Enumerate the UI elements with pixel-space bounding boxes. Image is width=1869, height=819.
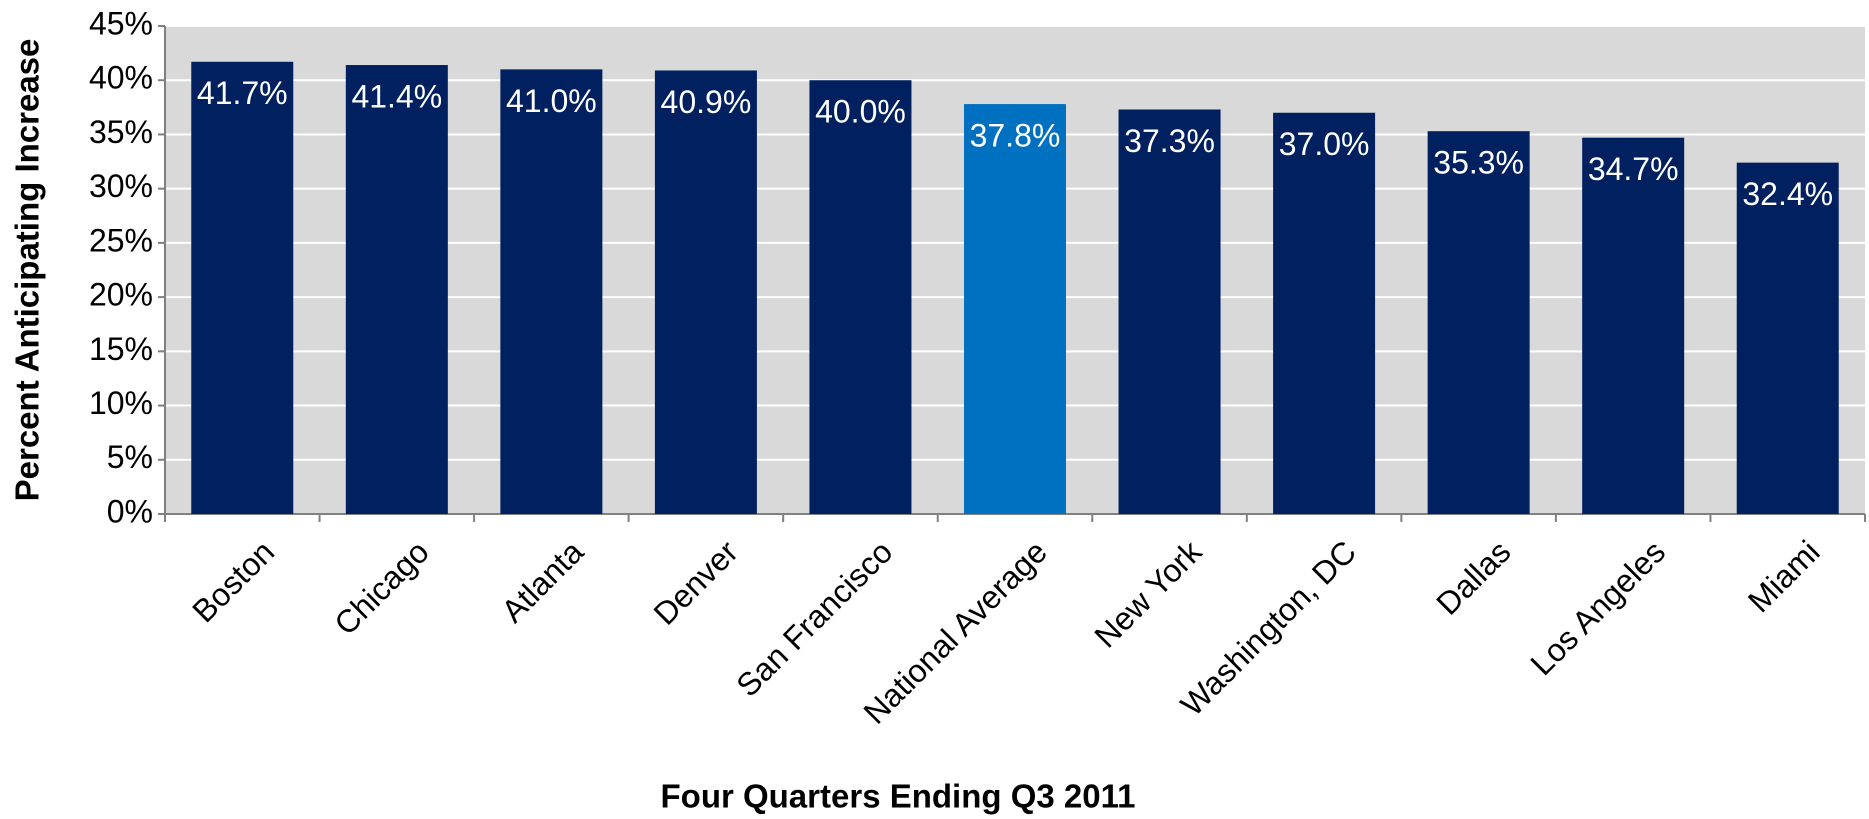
y-tick-label: 10%: [89, 385, 153, 421]
data-label: 37.3%: [1124, 123, 1215, 159]
data-label: 34.7%: [1588, 151, 1679, 187]
x-tick-label: Chicago: [327, 533, 435, 641]
data-label: 41.0%: [506, 83, 597, 119]
x-tick-label: Dallas: [1429, 533, 1517, 621]
x-tick-label: Miami: [1741, 533, 1827, 619]
bar: [809, 80, 912, 514]
bar: [345, 65, 448, 514]
data-label: 37.8%: [970, 118, 1061, 154]
y-axis-title: Percent Anticipating Increase: [9, 39, 46, 502]
x-tick-label: New York: [1087, 533, 1209, 655]
bar: [1736, 162, 1839, 514]
x-axis-title: Four Quarters Ending Q3 2011: [661, 778, 1136, 815]
bar: [1273, 112, 1376, 514]
x-tick-label: San Francisco: [729, 533, 899, 703]
bar: [654, 70, 757, 514]
bar: [1118, 109, 1221, 514]
bar: [1427, 131, 1530, 515]
y-tick-label: 20%: [89, 277, 153, 313]
bar: [191, 61, 294, 514]
data-label: 41.4%: [351, 78, 442, 114]
x-tick-label: Boston: [185, 533, 281, 629]
bar: [1582, 137, 1685, 514]
data-label: 35.3%: [1433, 145, 1524, 181]
y-tick-label: 30%: [89, 168, 153, 204]
data-label: 37.0%: [1279, 126, 1370, 162]
y-tick-label: 0%: [107, 493, 153, 529]
y-tick-label: 35%: [89, 114, 153, 150]
y-tick-label: 15%: [89, 331, 153, 367]
x-tick-label: Los Angeles: [1523, 533, 1672, 682]
y-tick-label: 5%: [107, 439, 153, 475]
data-label: 41.7%: [197, 75, 288, 111]
data-label: 40.9%: [661, 84, 752, 120]
y-tick-label: 45%: [89, 5, 153, 41]
y-tick-label: 40%: [89, 60, 153, 96]
data-label: 40.0%: [815, 94, 906, 130]
bar: [500, 69, 603, 514]
x-tick-label: Denver: [646, 533, 745, 632]
x-tick-label: Atlanta: [494, 533, 590, 629]
y-tick-label: 25%: [89, 222, 153, 258]
data-label: 32.4%: [1742, 176, 1833, 212]
bar: [964, 104, 1066, 514]
